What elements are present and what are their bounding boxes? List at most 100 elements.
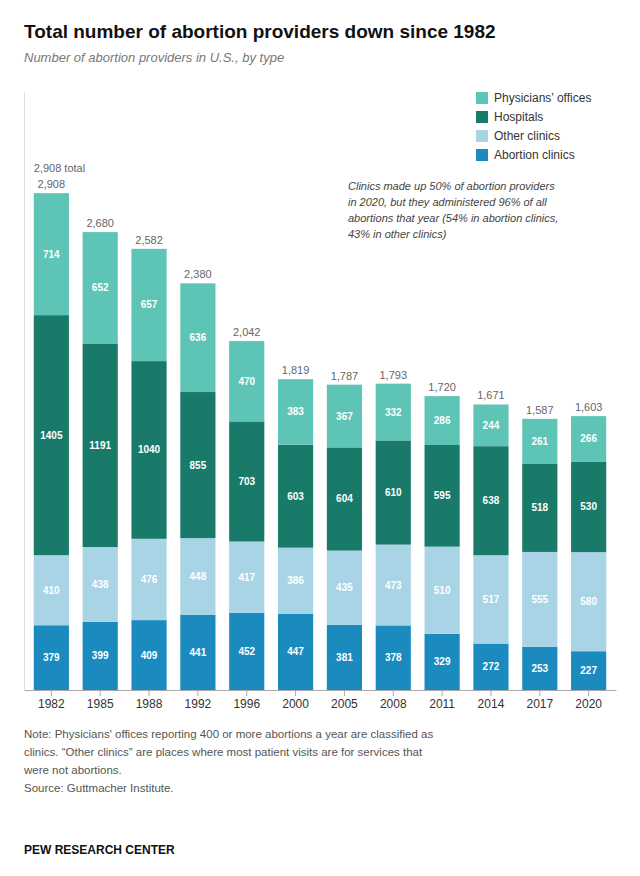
callout: Clinics made up 50% of abortion provider… [348,180,558,240]
data-label: 435 [336,582,353,593]
data-label: 438 [92,579,109,590]
data-label: 332 [385,407,402,418]
data-label: 530 [580,501,597,512]
bar-segment [473,404,508,446]
total-label: 2,380 [184,268,212,280]
note: Source: Guttmacher Institute. [24,782,174,794]
data-label: 510 [434,585,451,596]
data-label: 261 [531,436,548,447]
bar-segment [131,620,166,690]
bar-segment [278,548,313,614]
bar-segment [83,547,118,622]
total-label: 1,819 [282,364,310,376]
legend-item: Hospitals [476,110,543,124]
data-label: 476 [141,574,158,585]
bar-segment [571,416,606,461]
data-label: 381 [336,652,353,663]
title: Total number of abortion providers down … [24,21,496,42]
data-label: 417 [238,572,255,583]
total-label: 2,582 [135,234,163,246]
bar-segment [278,614,313,690]
data-label: 638 [483,495,500,506]
x-tick-mark [100,690,101,696]
x-tick: 1982 [38,690,65,711]
data-label: 266 [580,433,597,444]
total-label: 1,793 [380,369,408,381]
bar-segment [522,552,557,647]
bar-segment [83,622,118,690]
bar-segment [131,361,166,539]
x-tick-label: 2011 [429,697,455,711]
legend-swatch [476,130,488,142]
x-tick-mark [539,690,540,696]
x-tick: 2014 [478,690,505,711]
bar-segment [522,419,557,464]
legend-label: Physicians’ offices [494,91,591,105]
x-tick: 1988 [136,690,163,711]
callout-line: Clinics made up 50% of abortion provider… [348,180,555,192]
x-tick-label: 1996 [233,697,260,711]
plot: 3793994094414524473813783292722532274104… [25,91,617,710]
data-label: 603 [287,491,304,502]
note: clinics. “Other clinics” are places wher… [24,746,423,758]
x-tick-mark [149,690,150,696]
bar-segment [34,193,69,315]
data-label: 652 [92,282,109,293]
data-label: 329 [434,656,451,667]
x-tick: 1996 [233,690,260,711]
bar-segment [522,463,557,552]
total-label: 2,908 [38,178,66,190]
data-label: 580 [580,596,597,607]
data-label: 386 [287,575,304,586]
bar-segment [34,625,69,690]
bars [34,193,606,690]
bar-segment [425,445,460,547]
data-label: 595 [434,490,451,501]
bar-segment [180,538,215,615]
bar-segment [571,462,606,553]
legend-swatch [476,149,488,161]
legend-item: Other clinics [476,129,560,143]
bar-segment [425,634,460,690]
bar-segment [229,341,264,421]
bar-segment [278,445,313,548]
bar-segment [131,249,166,361]
bar-segment [571,552,606,651]
data-label: 399 [92,650,109,661]
data-label: 518 [531,502,548,513]
bar-segment [278,379,313,444]
x-tick-label: 2014 [478,697,505,711]
data-label: 610 [385,487,402,498]
bar-segment [522,647,557,690]
bar-segment [34,555,69,625]
x-tick: 2000 [282,690,309,711]
x-tick-label: 1988 [136,697,163,711]
data-label: 517 [483,594,500,605]
x-tick: 2017 [526,690,553,711]
data-label: 367 [336,411,353,422]
footer: PEW RESEARCH CENTER [24,843,175,857]
total-label: 2,042 [233,326,261,338]
x-tick-label: 2000 [282,697,309,711]
legend-label: Hospitals [494,110,543,124]
total-label: 1,787 [331,370,359,382]
bar-segment [327,385,362,448]
x-tick-label: 2020 [575,697,602,711]
total-label: 1,603 [575,401,603,413]
data-label: 441 [190,647,207,658]
bar-segment [571,651,606,690]
bar-segment [376,440,411,544]
x-tick-label: 1985 [87,697,114,711]
data-label: 703 [238,476,255,487]
bar-segment [425,547,460,634]
data-label: 379 [43,652,60,663]
total-label: 2,680 [86,217,114,229]
bar-segment [229,421,264,541]
legend: Physicians’ offices Hospitals Other clinic… [476,91,591,162]
x-tick-mark [344,690,345,696]
bar-segment [83,344,118,547]
bar-segment [229,613,264,690]
bar-segment [376,384,411,441]
x-tick-mark [51,690,52,696]
x-tick-mark [442,690,443,696]
